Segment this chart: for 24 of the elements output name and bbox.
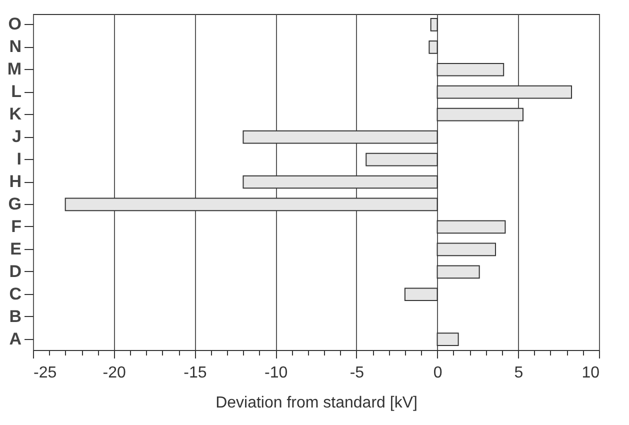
- x-tick-label: -15: [184, 364, 207, 382]
- y-tick-label: J: [12, 127, 22, 146]
- y-tick-label: E: [10, 239, 22, 258]
- y-tick-label: A: [9, 329, 22, 348]
- x-tick-label: -5: [350, 364, 364, 382]
- y-tick-label: M: [7, 60, 22, 79]
- y-tick-label: O: [8, 14, 22, 34]
- x-tick-label: 0: [433, 364, 442, 382]
- y-tick-label: L: [11, 82, 22, 102]
- y-tick-label: B: [9, 306, 22, 326]
- y-tick-label: N: [9, 37, 22, 56]
- x-tick-label: 5: [514, 364, 524, 382]
- y-tick-label: H: [9, 172, 22, 191]
- x-tick-label: -25: [34, 364, 57, 382]
- y-tick-label: C: [9, 284, 22, 304]
- x-axis-title: Deviation from standard [kV]: [216, 394, 418, 412]
- x-tick-label: -10: [264, 364, 288, 382]
- x-tick-label: 10: [582, 364, 600, 382]
- y-tick-label: K: [9, 104, 22, 124]
- y-tick-label: G: [8, 194, 22, 214]
- y-tick-label: D: [9, 262, 22, 281]
- y-tick-label: F: [11, 216, 22, 236]
- y-tick-label: I: [16, 150, 22, 169]
- x-tick-label: -20: [102, 364, 126, 382]
